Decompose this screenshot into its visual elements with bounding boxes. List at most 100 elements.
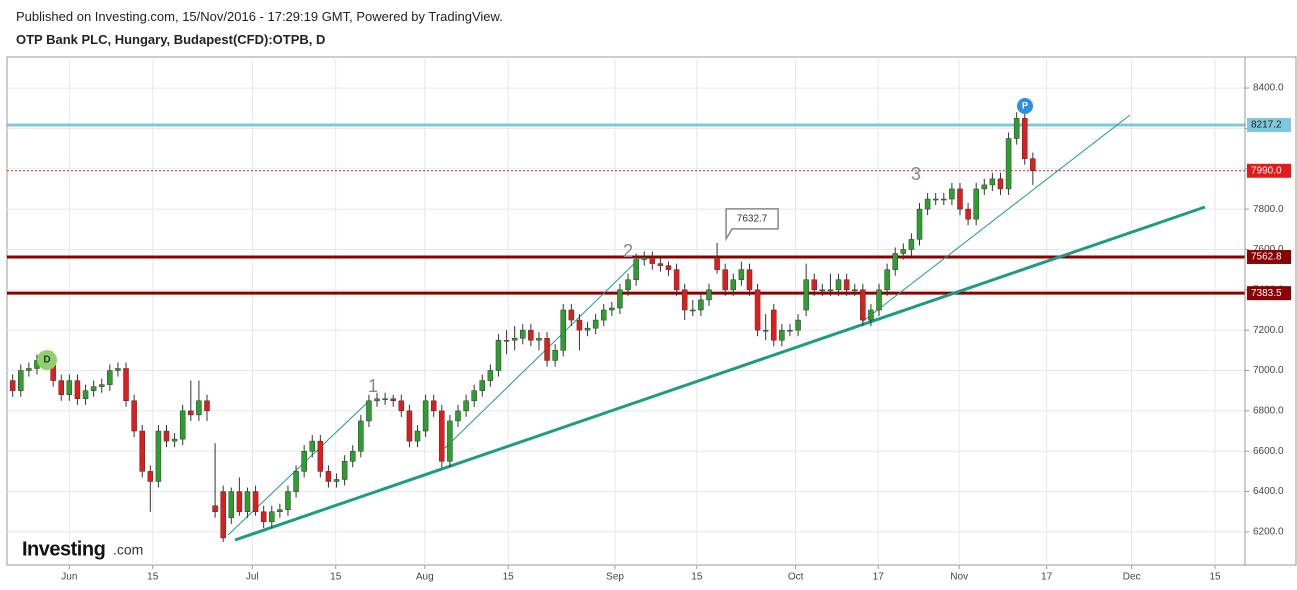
candle-body (738, 269, 745, 280)
x-tick-label: 17 (873, 572, 885, 583)
candle-body (811, 279, 818, 291)
trend-line (234, 205, 1206, 542)
candle-body (520, 329, 526, 339)
candle-body (163, 430, 170, 442)
x-tick-label: Sep (606, 572, 624, 583)
candle-body (932, 198, 939, 201)
x-tick-label: Jul (246, 572, 259, 583)
y-tick-label: 7800.0 (1253, 204, 1284, 215)
candle-body (196, 400, 202, 416)
candle-body (285, 491, 291, 510)
callout-label: 7632.7 (737, 214, 768, 225)
candle-body (1013, 118, 1020, 139)
candle-body (179, 410, 186, 440)
candle-body (908, 239, 915, 250)
candle-body (803, 279, 809, 311)
candle-body (584, 327, 591, 331)
candle-body (147, 471, 154, 482)
candle-body (997, 178, 1004, 190)
candle-body (228, 491, 235, 519)
candle-body (714, 257, 720, 270)
x-tick-label: 15 (330, 572, 342, 583)
price-level-label: 8217.2 (1251, 120, 1282, 131)
x-tick-label: 15 (1209, 572, 1221, 583)
candle-body (447, 420, 453, 462)
candle-body (1005, 138, 1012, 190)
published-note: Published on Investing.com, 15/Nov/2016 … (16, 9, 503, 24)
x-tick-label: 15 (691, 572, 703, 583)
x-tick-label: Aug (416, 572, 434, 583)
trend-line (861, 114, 1131, 323)
candle-body (26, 368, 32, 371)
candle-body (633, 259, 639, 280)
x-tick-label: 15 (503, 572, 515, 583)
x-tick-label: 15 (147, 572, 159, 583)
axes: 6200.06400.06600.06800.07000.07200.07400… (61, 83, 1291, 583)
candle-body (560, 309, 566, 351)
dividend-marker-text: D (43, 355, 50, 366)
candle-body (771, 309, 777, 341)
candle-body (406, 410, 413, 442)
price-level-badge (1247, 163, 1291, 178)
trend-line (227, 401, 369, 536)
candle-body (325, 471, 332, 482)
wave-label: 3 (911, 164, 921, 184)
candle-body (244, 491, 251, 512)
candle-body (941, 198, 947, 201)
candle-body (1030, 158, 1036, 172)
candle-body (374, 398, 380, 402)
candle-body (487, 370, 494, 381)
x-tick-label: 17 (1041, 572, 1053, 583)
y-tick-label: 7600.0 (1253, 244, 1284, 255)
candle-body (851, 289, 858, 292)
candle-body (260, 511, 267, 523)
y-tick-label: 6600.0 (1253, 446, 1284, 457)
candle-body (973, 188, 979, 220)
candle-body (455, 410, 461, 422)
candle-body (900, 249, 907, 254)
logo: Investing (22, 538, 105, 560)
price-axis (1244, 56, 1297, 566)
candle-body (439, 410, 445, 462)
candle-body (609, 307, 615, 311)
p-marker-text: P (1022, 100, 1028, 110)
wave-label: 2 (623, 241, 633, 261)
candle-body (916, 208, 923, 240)
candle-body (762, 329, 769, 332)
candle-body (123, 368, 129, 402)
wave-label: 1 (368, 376, 378, 396)
dividend-marker[interactable] (37, 350, 57, 370)
candle-body (592, 319, 599, 329)
candle-body (107, 370, 113, 385)
candle-body (989, 178, 996, 186)
candle-body (212, 505, 218, 512)
candle-body (965, 208, 971, 220)
candle-body (366, 400, 372, 422)
candle-body (277, 509, 283, 512)
candle-body (171, 438, 178, 442)
x-tick-label: Nov (950, 572, 968, 583)
candle-body (503, 340, 510, 342)
candle-body (819, 289, 826, 292)
candle-body (665, 265, 672, 270)
candle-body (269, 511, 275, 523)
y-tick-label: 7000.0 (1253, 365, 1284, 376)
candle-body (309, 440, 315, 452)
y-tick-label: 7200.0 (1253, 325, 1284, 336)
callout-box (725, 208, 779, 242)
candle-body (18, 370, 24, 391)
candle-body (924, 198, 931, 210)
x-tick-label: Dec (1123, 572, 1141, 583)
candle-body (795, 319, 801, 331)
price-level-badge (1247, 249, 1291, 264)
candle-body (463, 400, 469, 412)
candle-body (90, 386, 97, 391)
candle-body (511, 337, 518, 341)
p-marker[interactable] (1017, 98, 1033, 114)
trend-line (444, 257, 641, 449)
candle-body (349, 450, 356, 462)
candle-body (115, 368, 121, 371)
y-tick-label: 6400.0 (1253, 486, 1284, 497)
